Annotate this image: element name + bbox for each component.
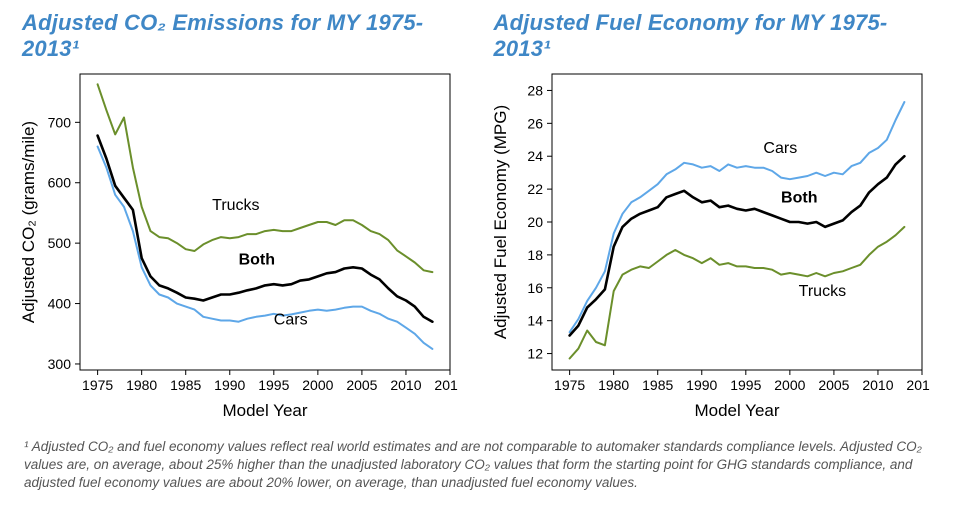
label-cars: Cars <box>763 140 797 157</box>
svg-text:600: 600 <box>48 175 72 191</box>
svg-text:1995: 1995 <box>730 377 761 393</box>
svg-text:1995: 1995 <box>258 377 289 393</box>
svg-text:1985: 1985 <box>642 377 673 393</box>
svg-text:1975: 1975 <box>82 377 113 393</box>
svg-text:Adjusted CO₂ (grams/mile): Adjusted CO₂ (grams/mile) <box>19 121 38 323</box>
series-cars <box>569 102 904 332</box>
svg-text:2010: 2010 <box>862 377 893 393</box>
svg-text:28: 28 <box>527 82 543 98</box>
svg-text:1985: 1985 <box>170 377 201 393</box>
svg-text:1975: 1975 <box>554 377 585 393</box>
co2-title: Adjusted CO₂ Emissions for MY 1975-2013¹ <box>22 10 470 62</box>
svg-text:2015: 2015 <box>434 377 458 393</box>
svg-text:Model Year: Model Year <box>222 401 307 420</box>
mpg-panel: Adjusted Fuel Economy for MY 1975-2013¹ … <box>490 10 942 426</box>
footnote: ¹ Adjusted CO₂ and fuel economy values r… <box>18 438 941 493</box>
label-both: Both <box>781 189 817 206</box>
svg-text:400: 400 <box>48 296 72 312</box>
svg-text:500: 500 <box>48 235 72 251</box>
svg-text:1980: 1980 <box>126 377 157 393</box>
svg-text:700: 700 <box>48 114 72 130</box>
mpg-title: Adjusted Fuel Economy for MY 1975-2013¹ <box>494 10 942 62</box>
svg-text:12: 12 <box>527 346 543 362</box>
svg-text:Adjusted Fuel Economy (MPG): Adjusted Fuel Economy (MPG) <box>491 105 510 339</box>
svg-text:14: 14 <box>527 313 543 329</box>
svg-text:1990: 1990 <box>686 377 717 393</box>
svg-text:2005: 2005 <box>818 377 849 393</box>
svg-text:24: 24 <box>527 148 543 164</box>
svg-text:2005: 2005 <box>346 377 377 393</box>
label-cars: Cars <box>274 312 308 329</box>
svg-text:20: 20 <box>527 214 543 230</box>
label-trucks: Trucks <box>212 197 259 214</box>
mpg-chart: 1975 1980 1985 1990 1995 2000 2005 2010 2015 12 14… <box>490 66 930 426</box>
svg-text:26: 26 <box>527 115 543 131</box>
co2-chart: 1975 1980 1985 1990 1995 2000 2005 2010 2015 300 4… <box>18 66 458 426</box>
series-trucks <box>98 84 433 272</box>
co2-panel: Adjusted CO₂ Emissions for MY 1975-2013¹… <box>18 10 470 426</box>
svg-text:16: 16 <box>527 280 543 296</box>
series-trucks <box>569 227 904 359</box>
series-both <box>98 136 433 322</box>
svg-text:2010: 2010 <box>390 377 421 393</box>
series-both <box>569 156 904 335</box>
svg-text:1990: 1990 <box>214 377 245 393</box>
svg-text:2000: 2000 <box>302 377 333 393</box>
svg-text:300: 300 <box>48 356 72 372</box>
series-cars <box>98 147 433 349</box>
svg-text:1980: 1980 <box>598 377 629 393</box>
svg-text:18: 18 <box>527 247 543 263</box>
label-trucks: Trucks <box>798 283 845 300</box>
svg-text:22: 22 <box>527 181 543 197</box>
label-both: Both <box>239 251 275 268</box>
svg-text:Model Year: Model Year <box>694 401 779 420</box>
svg-text:2000: 2000 <box>774 377 805 393</box>
svg-text:2015: 2015 <box>906 377 930 393</box>
